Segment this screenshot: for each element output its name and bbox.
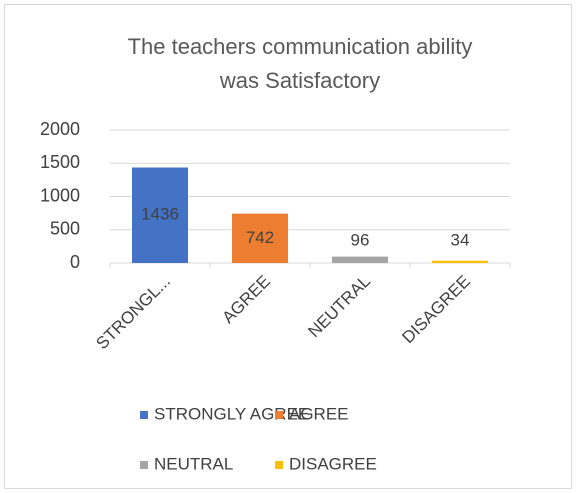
data-label: 1436 xyxy=(141,205,179,224)
legend-label: STRONGLY AGREE xyxy=(154,404,309,423)
legend-label: NEUTRAL xyxy=(154,454,233,473)
legend-swatch xyxy=(140,411,148,419)
y-tick-label: 1000 xyxy=(40,185,80,205)
y-tick-label: 0 xyxy=(70,252,80,272)
bar xyxy=(332,256,388,263)
chart-title: was Satisfactory xyxy=(219,68,380,93)
legend-swatch xyxy=(140,461,148,469)
data-label: 34 xyxy=(451,230,470,249)
legend-label: AGREE xyxy=(289,404,349,423)
data-label: 96 xyxy=(351,230,370,249)
y-tick-label: 1500 xyxy=(40,152,80,172)
y-tick-label: 2000 xyxy=(40,119,80,139)
legend-swatch xyxy=(275,461,283,469)
legend-swatch xyxy=(275,411,283,419)
chart-title: The teachers communication ability xyxy=(128,34,473,59)
data-label: 742 xyxy=(246,228,274,247)
y-tick-label: 500 xyxy=(50,219,80,239)
bar xyxy=(432,260,488,263)
bar xyxy=(232,213,288,263)
bar xyxy=(132,167,188,263)
legend-label: DISAGREE xyxy=(289,454,377,473)
